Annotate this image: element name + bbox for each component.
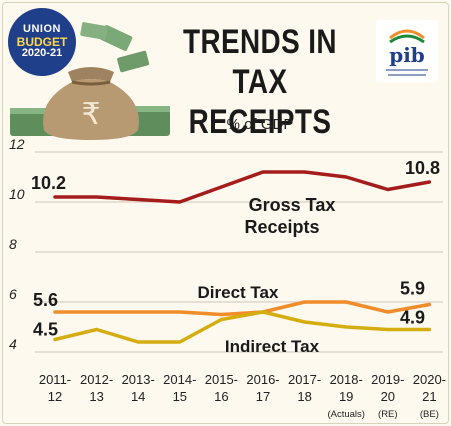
data-label-start: 5.6: [33, 290, 58, 310]
pib-logo-text: pib: [389, 43, 425, 67]
x-tick-label: 18: [297, 389, 311, 404]
x-tick-label: 12: [48, 389, 62, 404]
data-label-start: 10.2: [31, 173, 66, 193]
svg-text:₹: ₹: [81, 97, 100, 132]
x-tick-label: 2013-: [122, 372, 155, 387]
x-tick-label: 14: [131, 389, 145, 404]
title-line-1: TRENDS IN: [183, 23, 337, 61]
money-bag-illustration: ₹: [10, 22, 170, 140]
y-tick-label: 12: [9, 136, 25, 152]
series-label-direct: Direct Tax: [198, 283, 279, 302]
data-label-start: 4.5: [33, 320, 58, 340]
x-tick-label: 21: [422, 389, 436, 404]
data-label-end: 10.8: [405, 158, 440, 178]
x-tick-label: 2015-: [205, 372, 238, 387]
x-tick-label: 2011-: [39, 372, 71, 387]
page-title: TRENDS IN TAX RECEIPTS: [170, 22, 350, 142]
data-label-end: 5.9: [400, 279, 425, 299]
series-line-2: [53, 310, 432, 344]
x-tick-label: 17: [256, 389, 270, 404]
badge-line-1: UNION: [23, 23, 61, 36]
x-tick-label: (RE): [378, 409, 398, 420]
x-tick-label: 20: [381, 389, 395, 404]
series-label-indirect: Indirect Tax: [225, 337, 320, 356]
union-budget-badge: UNION BUDGET 2020-21: [8, 8, 76, 76]
series-label-gross-2: Receipts: [244, 217, 319, 237]
y-tick-label: 6: [9, 286, 17, 302]
y-tick-label: 8: [9, 236, 17, 252]
x-tick-label: 19: [339, 389, 353, 404]
x-tick-label: 2020-: [413, 372, 446, 387]
title-line-2: TAX RECEIPTS: [188, 63, 332, 141]
x-tick-label: 16: [214, 389, 228, 404]
badge-line-2: BUDGET: [16, 34, 68, 49]
x-tick-label: 15: [173, 389, 187, 404]
x-tick-label: 13: [89, 389, 103, 404]
x-tick-label: 2016-: [246, 372, 279, 387]
chart-subtitle: % of GDP: [226, 116, 294, 133]
x-tick-label: (BE): [420, 409, 439, 420]
data-label-end: 4.9: [400, 308, 425, 328]
series-label-gross: Gross Tax: [249, 195, 336, 215]
x-tick-label: (Actuals): [327, 409, 364, 420]
x-tick-label: 2014-: [163, 372, 196, 387]
series-line-0: [53, 170, 432, 204]
y-tick-label: 4: [9, 336, 17, 352]
y-tick-label: 10: [9, 186, 25, 202]
x-tick-label: 2017-: [288, 372, 321, 387]
x-tick-label: 2018-: [330, 372, 363, 387]
series-line-1: [53, 300, 432, 317]
x-tick-label: 2019-: [371, 372, 404, 387]
pib-logo: pib: [376, 20, 438, 82]
badge-line-3: 2020-21: [21, 47, 63, 60]
x-tick-label: 2012-: [80, 372, 113, 387]
